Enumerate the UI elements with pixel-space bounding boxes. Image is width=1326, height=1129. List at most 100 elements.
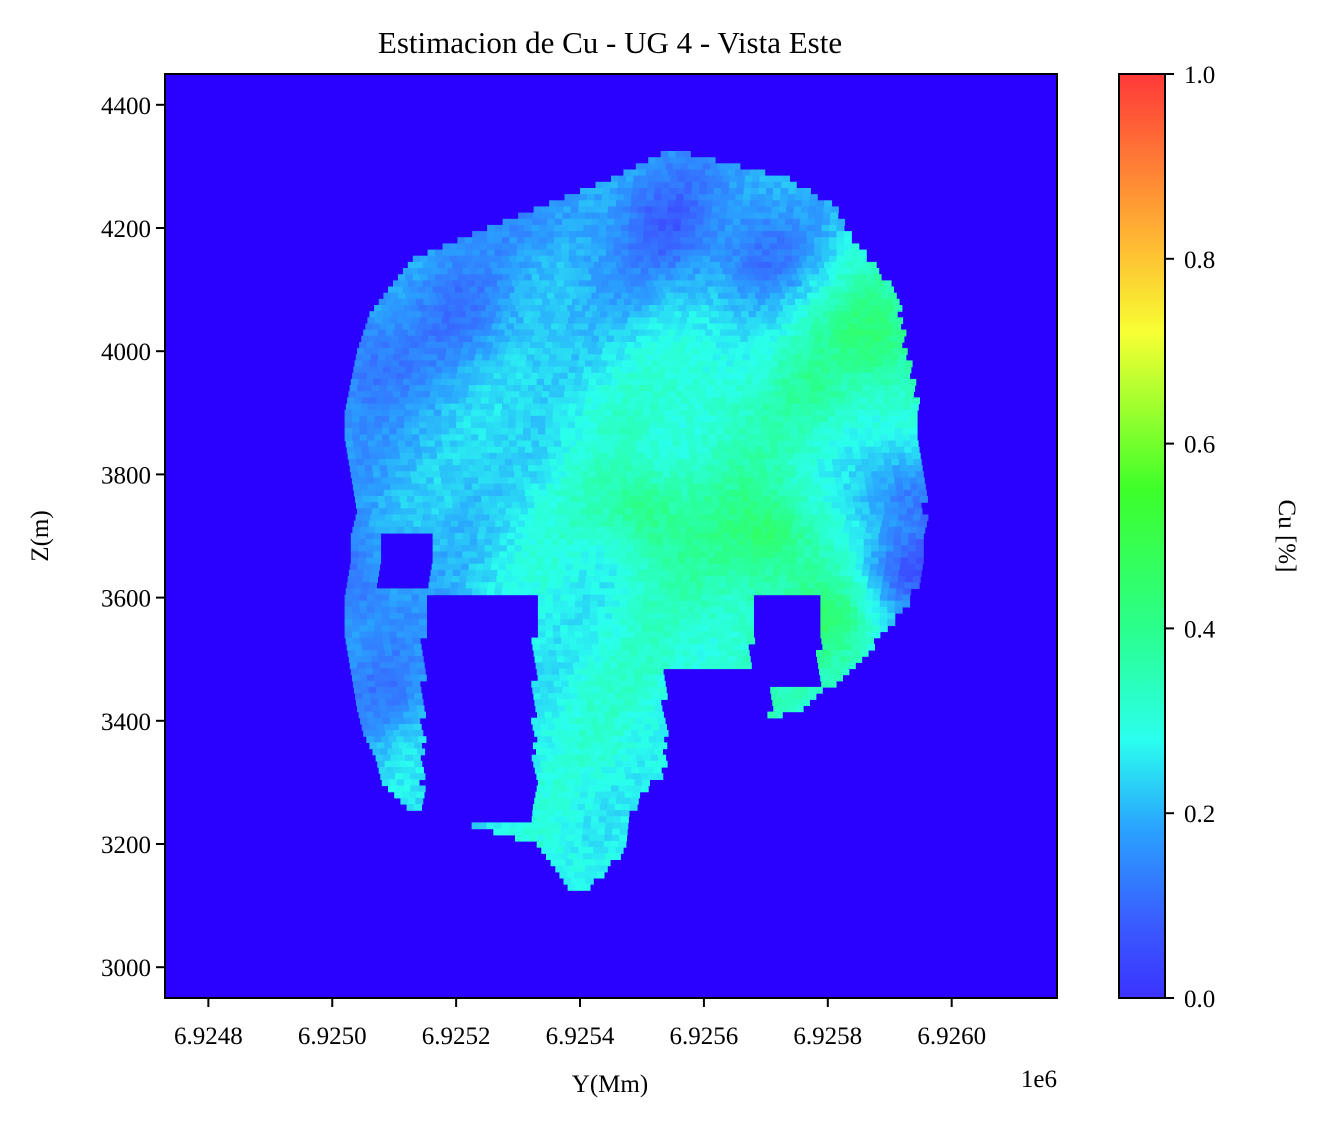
heatmap-cell xyxy=(513,385,522,392)
heatmap-cell xyxy=(704,496,713,503)
heatmap-cell xyxy=(606,224,614,232)
heatmap-cell xyxy=(659,576,668,583)
heatmap-cell xyxy=(673,520,682,528)
heatmap-cell xyxy=(575,409,584,417)
heatmap-cell xyxy=(440,342,449,349)
heatmap-cell xyxy=(864,477,873,485)
heatmap-cell xyxy=(805,317,814,325)
heatmap-cell xyxy=(716,631,725,639)
heatmap-cell xyxy=(557,298,566,306)
heatmap-cell xyxy=(459,354,468,362)
heatmap-cell xyxy=(723,600,732,608)
heatmap-cell xyxy=(724,317,733,325)
heatmap-cell xyxy=(737,286,746,294)
heatmap-cell xyxy=(865,526,874,534)
heatmap-cell xyxy=(745,342,754,349)
heatmap-cell xyxy=(896,520,905,528)
heatmap-cell xyxy=(690,459,699,466)
heatmap-cell xyxy=(754,224,763,232)
heatmap-cell xyxy=(611,551,619,559)
heatmap-cell xyxy=(701,342,709,349)
heatmap-cell xyxy=(533,452,542,460)
heatmap-cell xyxy=(567,477,576,485)
heatmap-cell xyxy=(431,348,440,355)
heatmap-cell xyxy=(712,354,721,362)
heatmap-cell xyxy=(690,514,698,522)
heatmap-cell xyxy=(658,255,667,263)
heatmap-cell xyxy=(608,391,617,398)
heatmap-cell xyxy=(635,224,644,232)
heatmap-cell xyxy=(640,551,649,559)
heatmap-cell xyxy=(873,403,882,411)
heatmap-cell xyxy=(456,372,465,380)
heatmap-cell xyxy=(669,188,678,195)
heatmap-cell xyxy=(629,446,638,454)
heatmap-cell xyxy=(915,471,924,479)
heatmap-cell xyxy=(643,489,652,497)
heatmap-cell xyxy=(509,403,518,411)
heatmap-cell xyxy=(514,545,523,552)
heatmap-cell xyxy=(601,391,610,398)
heatmap-cell xyxy=(869,459,878,466)
heatmap-cell xyxy=(731,594,740,602)
heatmap-cell xyxy=(701,415,710,423)
heatmap-cell xyxy=(625,175,634,183)
heatmap-cell xyxy=(612,606,621,614)
heatmap-cell xyxy=(520,508,529,516)
heatmap-cell xyxy=(671,625,680,633)
heatmap-cell xyxy=(789,378,798,386)
heatmap-cell xyxy=(631,298,640,306)
heatmap-cell xyxy=(791,224,800,232)
heatmap-cell xyxy=(474,261,483,269)
heatmap-cell xyxy=(679,434,688,442)
heatmap-cell xyxy=(441,422,450,429)
heatmap-cell xyxy=(515,477,524,485)
heatmap-cell xyxy=(572,465,581,472)
heatmap-cell xyxy=(579,502,587,509)
heatmap-cell xyxy=(485,422,494,429)
heatmap-cell xyxy=(702,224,711,232)
heatmap-cell xyxy=(539,520,548,528)
heatmap-cell xyxy=(707,286,716,294)
heatmap-cell xyxy=(738,415,747,423)
heatmap-cell xyxy=(497,280,505,288)
heatmap-cell xyxy=(707,532,716,540)
heatmap-cell xyxy=(760,372,769,380)
heatmap-cell xyxy=(575,631,584,639)
heatmap-cell xyxy=(831,354,840,362)
heatmap-cell xyxy=(484,286,493,294)
heatmap-cell xyxy=(680,163,689,171)
heatmap-cell xyxy=(848,532,857,540)
heatmap-cell xyxy=(471,422,479,429)
heatmap-cell xyxy=(618,557,627,565)
heatmap-cell xyxy=(744,471,753,479)
heatmap-cell xyxy=(814,403,823,411)
heatmap-cell xyxy=(389,613,398,620)
heatmap-cell xyxy=(604,613,613,620)
heatmap-cell xyxy=(777,249,785,257)
heatmap-cell xyxy=(718,582,727,589)
heatmap-cell xyxy=(451,496,460,503)
heatmap-cell xyxy=(520,385,529,392)
heatmap-cell xyxy=(410,268,419,275)
heatmap-cell xyxy=(791,231,800,238)
heatmap-cell xyxy=(508,372,517,380)
heatmap-cell xyxy=(900,545,909,552)
heatmap-cell xyxy=(773,348,782,355)
heatmap-cell xyxy=(729,378,738,386)
heatmap-cell xyxy=(894,606,903,614)
heatmap-cell xyxy=(729,286,738,294)
heatmap-cell xyxy=(780,465,789,472)
heatmap-cell xyxy=(435,292,444,300)
heatmap-cell xyxy=(388,378,396,386)
heatmap-cell xyxy=(502,335,511,343)
heatmap-cell xyxy=(461,508,470,516)
heatmap-cell xyxy=(428,397,437,405)
heatmap-cell xyxy=(397,403,406,411)
heatmap-cell xyxy=(853,329,862,337)
heatmap-cell xyxy=(813,317,822,325)
heatmap-cell xyxy=(415,459,424,466)
heatmap-cell xyxy=(788,563,797,571)
heatmap-cell xyxy=(381,606,390,614)
heatmap-cell xyxy=(739,231,748,238)
